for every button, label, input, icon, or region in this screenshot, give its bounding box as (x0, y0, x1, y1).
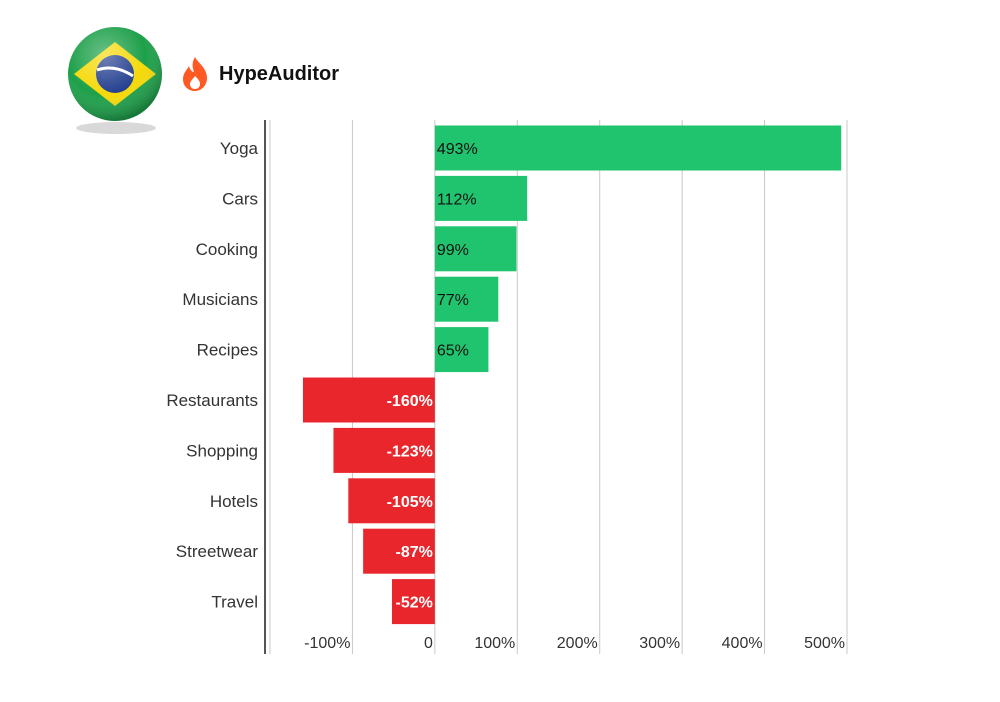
data-label: -52% (395, 595, 432, 612)
data-label: 493% (437, 141, 478, 158)
bar (434, 226, 517, 272)
data-label: 112% (437, 191, 477, 208)
category-label: Streetwear (176, 542, 259, 561)
data-label: 99% (437, 242, 469, 259)
bar (391, 579, 435, 625)
bar (434, 327, 489, 373)
category-label: Yoga (220, 139, 259, 158)
data-label: -123% (387, 443, 433, 460)
category-label: Hotels (210, 492, 258, 511)
data-label: -105% (387, 494, 433, 511)
x-tick-label: 200% (557, 635, 598, 652)
flame-icon (183, 57, 207, 91)
x-tick-label: 500% (804, 635, 845, 652)
x-tick-label: -100% (304, 635, 350, 652)
category-label: Shopping (186, 441, 258, 460)
x-tick-label: 400% (722, 635, 763, 652)
category-label: Restaurants (166, 391, 258, 410)
x-tick-label: 300% (639, 635, 680, 652)
category-label: Recipes (197, 341, 258, 360)
x-tick-label: 0 (424, 635, 433, 652)
bar (363, 528, 435, 574)
brand-name: HypeAuditor (219, 62, 339, 85)
data-label: -160% (387, 393, 433, 410)
data-label: -87% (395, 544, 432, 561)
brand-logo: HypeAuditor (181, 56, 339, 92)
data-label: 77% (437, 292, 469, 309)
bar (434, 175, 528, 221)
category-label: Musicians (182, 290, 258, 309)
bar (302, 377, 435, 423)
bar (348, 478, 435, 524)
bar (434, 276, 499, 322)
category-label: Travel (211, 593, 258, 612)
x-tick-label: 100% (474, 635, 515, 652)
bar (434, 125, 842, 171)
category-label: Cars (222, 189, 258, 208)
data-label: 65% (437, 343, 469, 360)
category-label: Cooking (196, 240, 258, 259)
brazil-flag-icon (68, 27, 162, 134)
bar (333, 427, 435, 473)
